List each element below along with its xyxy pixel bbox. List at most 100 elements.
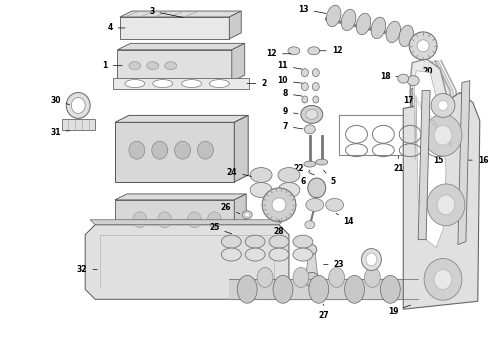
- Polygon shape: [120, 17, 229, 39]
- Ellipse shape: [272, 198, 286, 212]
- Ellipse shape: [278, 183, 300, 197]
- Ellipse shape: [188, 212, 201, 228]
- Polygon shape: [118, 50, 232, 82]
- Ellipse shape: [221, 235, 241, 248]
- Ellipse shape: [306, 198, 324, 211]
- Ellipse shape: [158, 212, 172, 228]
- Ellipse shape: [245, 235, 265, 248]
- Text: 12: 12: [267, 49, 291, 58]
- Ellipse shape: [237, 275, 257, 303]
- Polygon shape: [115, 194, 246, 200]
- Ellipse shape: [207, 212, 221, 228]
- Ellipse shape: [309, 275, 329, 303]
- Ellipse shape: [427, 184, 465, 226]
- Text: 22: 22: [294, 163, 314, 175]
- Ellipse shape: [293, 248, 313, 261]
- Ellipse shape: [431, 94, 455, 117]
- Polygon shape: [115, 200, 234, 244]
- Ellipse shape: [365, 267, 380, 287]
- Ellipse shape: [437, 195, 455, 215]
- Ellipse shape: [380, 275, 400, 303]
- Ellipse shape: [301, 69, 308, 77]
- Ellipse shape: [362, 249, 381, 270]
- Ellipse shape: [153, 80, 172, 87]
- Polygon shape: [229, 11, 241, 39]
- Ellipse shape: [398, 74, 409, 83]
- Ellipse shape: [257, 267, 273, 287]
- Ellipse shape: [182, 80, 201, 87]
- Ellipse shape: [66, 93, 90, 118]
- Text: 11: 11: [277, 61, 302, 70]
- Polygon shape: [410, 59, 458, 260]
- Ellipse shape: [305, 221, 315, 229]
- Polygon shape: [306, 249, 318, 278]
- Ellipse shape: [366, 253, 377, 266]
- Text: 3: 3: [149, 6, 183, 17]
- Polygon shape: [339, 116, 458, 155]
- Polygon shape: [115, 116, 248, 122]
- Ellipse shape: [269, 248, 289, 261]
- Ellipse shape: [304, 125, 315, 134]
- Ellipse shape: [308, 47, 320, 55]
- Text: 16: 16: [468, 156, 489, 165]
- Ellipse shape: [356, 13, 371, 35]
- Ellipse shape: [262, 188, 296, 222]
- Text: 17: 17: [403, 88, 414, 104]
- Ellipse shape: [245, 248, 265, 261]
- Ellipse shape: [250, 183, 272, 197]
- Ellipse shape: [307, 244, 317, 255]
- Ellipse shape: [147, 62, 159, 70]
- Ellipse shape: [301, 82, 308, 91]
- Ellipse shape: [434, 125, 452, 145]
- Ellipse shape: [301, 105, 323, 123]
- Text: 9: 9: [283, 107, 298, 116]
- Text: 7: 7: [283, 122, 303, 131]
- Ellipse shape: [438, 100, 448, 111]
- Ellipse shape: [133, 212, 147, 228]
- Ellipse shape: [129, 141, 145, 159]
- Ellipse shape: [424, 258, 462, 300]
- Ellipse shape: [329, 267, 344, 287]
- Ellipse shape: [386, 21, 401, 42]
- Ellipse shape: [306, 109, 318, 120]
- Ellipse shape: [293, 235, 313, 248]
- Ellipse shape: [399, 25, 414, 46]
- Ellipse shape: [313, 96, 319, 103]
- Ellipse shape: [409, 32, 437, 60]
- Ellipse shape: [125, 80, 145, 87]
- Text: 19: 19: [388, 305, 411, 316]
- Ellipse shape: [152, 141, 168, 159]
- Ellipse shape: [242, 211, 252, 219]
- Text: 27: 27: [318, 304, 329, 320]
- Ellipse shape: [302, 96, 308, 103]
- Text: 32: 32: [77, 265, 98, 274]
- Ellipse shape: [245, 213, 250, 217]
- Ellipse shape: [417, 40, 429, 52]
- Text: 25: 25: [209, 223, 232, 234]
- Polygon shape: [115, 122, 234, 182]
- Polygon shape: [458, 81, 470, 244]
- Ellipse shape: [278, 167, 300, 183]
- Text: 18: 18: [380, 72, 398, 81]
- Text: 13: 13: [298, 5, 326, 14]
- Polygon shape: [232, 43, 245, 82]
- Ellipse shape: [344, 275, 365, 303]
- Ellipse shape: [308, 178, 326, 198]
- Polygon shape: [62, 120, 95, 130]
- Text: 14: 14: [336, 213, 354, 226]
- Ellipse shape: [312, 82, 319, 91]
- Text: 20: 20: [423, 61, 433, 76]
- Ellipse shape: [165, 62, 176, 70]
- Polygon shape: [113, 78, 249, 89]
- Polygon shape: [413, 61, 458, 260]
- Text: 8: 8: [283, 89, 302, 98]
- Ellipse shape: [342, 9, 356, 31]
- Ellipse shape: [326, 198, 343, 211]
- Ellipse shape: [288, 47, 300, 55]
- Ellipse shape: [129, 62, 141, 70]
- Ellipse shape: [221, 248, 241, 261]
- Text: 1: 1: [102, 61, 122, 70]
- Text: 28: 28: [274, 220, 284, 236]
- Ellipse shape: [174, 141, 191, 159]
- Ellipse shape: [326, 5, 341, 27]
